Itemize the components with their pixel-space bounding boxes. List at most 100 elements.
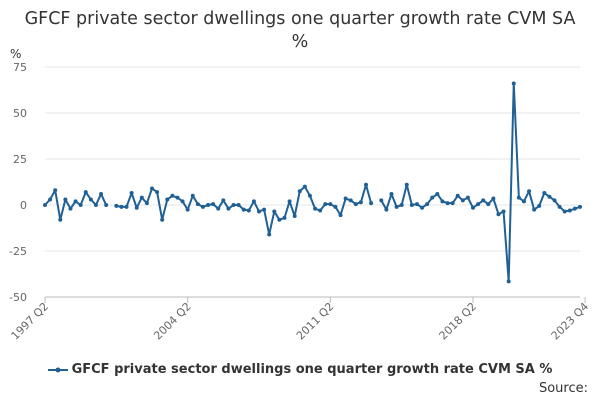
data-point[interactable] bbox=[226, 206, 231, 211]
data-point[interactable] bbox=[328, 202, 333, 207]
data-point[interactable] bbox=[430, 195, 435, 200]
data-point[interactable] bbox=[394, 204, 399, 209]
data-point[interactable] bbox=[389, 191, 394, 196]
data-point[interactable] bbox=[139, 195, 144, 200]
data-point[interactable] bbox=[48, 197, 53, 202]
data-point[interactable] bbox=[348, 198, 353, 203]
data-point[interactable] bbox=[221, 198, 226, 203]
data-point[interactable] bbox=[313, 206, 318, 211]
data-point[interactable] bbox=[338, 213, 343, 218]
data-point[interactable] bbox=[206, 203, 211, 207]
data-point[interactable] bbox=[318, 208, 323, 213]
data-point[interactable] bbox=[104, 203, 109, 207]
data-point[interactable] bbox=[73, 199, 78, 204]
data-point[interactable] bbox=[267, 232, 272, 237]
data-point[interactable] bbox=[547, 194, 552, 199]
data-point[interactable] bbox=[292, 214, 297, 219]
data-point[interactable] bbox=[262, 207, 267, 212]
data-point[interactable] bbox=[236, 203, 241, 207]
data-point[interactable] bbox=[404, 182, 409, 187]
data-point[interactable] bbox=[58, 217, 63, 222]
data-point[interactable] bbox=[460, 198, 465, 203]
data-point[interactable] bbox=[170, 193, 175, 198]
data-point[interactable] bbox=[521, 199, 526, 204]
data-point[interactable] bbox=[465, 195, 470, 200]
data-point[interactable] bbox=[425, 202, 430, 207]
data-point[interactable] bbox=[567, 208, 572, 213]
data-point[interactable] bbox=[578, 204, 582, 209]
data-point[interactable] bbox=[476, 202, 481, 207]
data-point[interactable] bbox=[572, 206, 577, 211]
data-point[interactable] bbox=[144, 201, 149, 206]
data-point[interactable] bbox=[297, 189, 302, 194]
data-point[interactable] bbox=[471, 205, 475, 210]
data-point[interactable] bbox=[537, 203, 542, 208]
legend[interactable]: GFCF private sector dwellings one quarte… bbox=[0, 362, 600, 377]
data-point[interactable] bbox=[307, 193, 312, 198]
data-point[interactable] bbox=[384, 207, 389, 212]
data-point[interactable] bbox=[542, 191, 547, 196]
data-point[interactable] bbox=[63, 197, 68, 202]
data-point[interactable] bbox=[399, 203, 404, 207]
data-point[interactable] bbox=[195, 202, 200, 207]
data-point[interactable] bbox=[557, 204, 562, 209]
data-point[interactable] bbox=[185, 207, 190, 212]
data-point[interactable] bbox=[150, 186, 154, 191]
data-point[interactable] bbox=[43, 203, 47, 207]
data-point[interactable] bbox=[231, 203, 236, 207]
data-point[interactable] bbox=[78, 203, 83, 207]
data-point[interactable] bbox=[440, 199, 445, 204]
data-point[interactable] bbox=[527, 189, 532, 194]
data-point[interactable] bbox=[379, 198, 384, 203]
data-point[interactable] bbox=[282, 215, 287, 220]
data-point[interactable] bbox=[134, 205, 139, 210]
data-point[interactable] bbox=[302, 184, 307, 189]
data-point[interactable] bbox=[124, 204, 129, 209]
data-point[interactable] bbox=[496, 212, 501, 217]
data-point[interactable] bbox=[190, 193, 195, 198]
data-point[interactable] bbox=[486, 202, 491, 207]
data-point[interactable] bbox=[88, 197, 93, 202]
data-point[interactable] bbox=[129, 191, 134, 196]
data-point[interactable] bbox=[506, 279, 511, 284]
data-point[interactable] bbox=[241, 207, 246, 212]
data-point[interactable] bbox=[481, 198, 486, 203]
data-point[interactable] bbox=[287, 199, 292, 204]
data-point[interactable] bbox=[175, 195, 180, 200]
data-point[interactable] bbox=[435, 191, 440, 196]
data-point[interactable] bbox=[409, 203, 414, 207]
data-point[interactable] bbox=[516, 195, 521, 200]
data-point[interactable] bbox=[155, 190, 160, 195]
data-point[interactable] bbox=[114, 203, 119, 208]
data-point[interactable] bbox=[532, 207, 537, 212]
data-point[interactable] bbox=[200, 204, 205, 209]
data-point[interactable] bbox=[562, 209, 567, 214]
data-point[interactable] bbox=[277, 217, 282, 222]
data-point[interactable] bbox=[323, 202, 328, 207]
data-point[interactable] bbox=[343, 196, 348, 201]
data-point[interactable] bbox=[353, 202, 358, 207]
data-point[interactable] bbox=[119, 204, 124, 209]
data-point[interactable] bbox=[491, 196, 496, 201]
data-point[interactable] bbox=[511, 81, 516, 86]
data-point[interactable] bbox=[180, 199, 185, 204]
data-point[interactable] bbox=[501, 209, 506, 214]
data-point[interactable] bbox=[552, 198, 557, 203]
data-point[interactable] bbox=[358, 200, 363, 205]
data-point[interactable] bbox=[420, 205, 425, 210]
data-point[interactable] bbox=[364, 182, 368, 187]
data-point[interactable] bbox=[257, 209, 261, 214]
data-point[interactable] bbox=[93, 203, 98, 207]
data-point[interactable] bbox=[369, 201, 374, 206]
data-point[interactable] bbox=[165, 197, 170, 202]
data-point[interactable] bbox=[53, 188, 58, 193]
data-point[interactable] bbox=[246, 208, 251, 213]
data-point[interactable] bbox=[455, 193, 460, 198]
data-point[interactable] bbox=[414, 202, 419, 207]
data-point[interactable] bbox=[216, 206, 221, 211]
data-point[interactable] bbox=[211, 202, 216, 207]
data-point[interactable] bbox=[68, 206, 73, 211]
data-point[interactable] bbox=[160, 217, 165, 222]
data-point[interactable] bbox=[272, 209, 277, 214]
data-point[interactable] bbox=[333, 204, 338, 209]
